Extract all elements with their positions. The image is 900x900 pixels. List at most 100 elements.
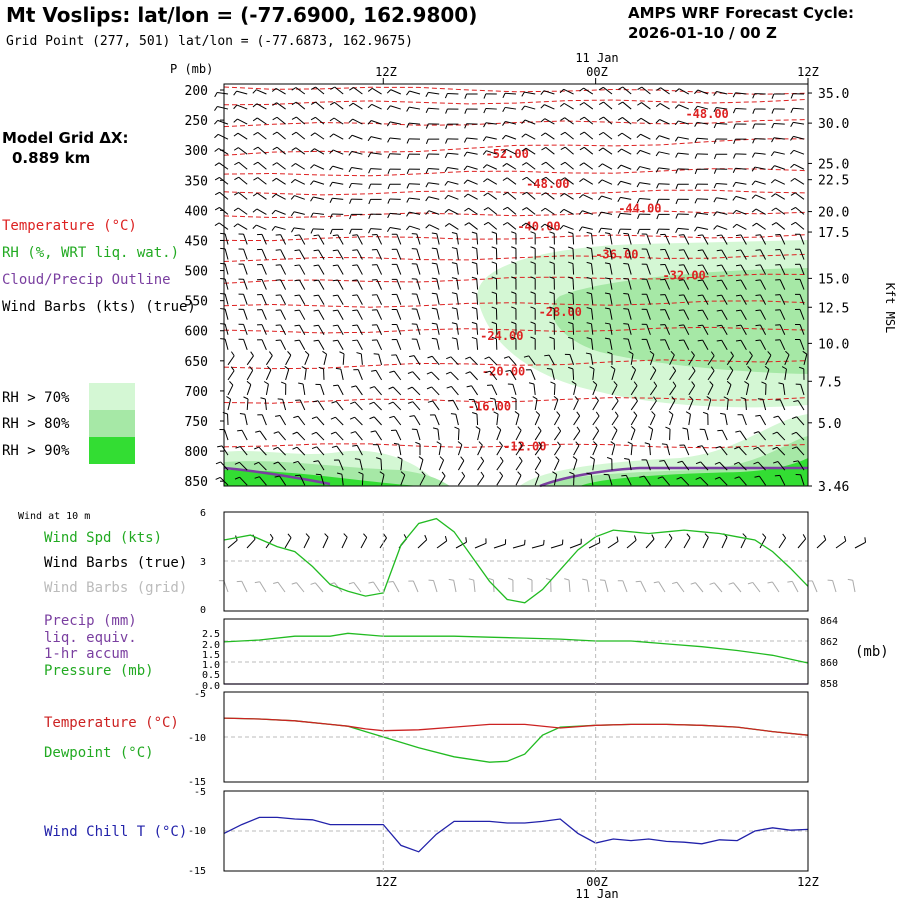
wind-barb	[793, 135, 805, 140]
wind-barb	[669, 400, 676, 411]
wind-barb	[496, 414, 499, 426]
wind-barb-flag	[598, 163, 603, 168]
wind-barb-flag	[697, 279, 703, 282]
wind-barb-10m-grid	[241, 580, 248, 593]
wind-barb-flag	[729, 366, 734, 371]
wind-barb-flag	[790, 177, 796, 182]
wind-barb-flag	[517, 471, 522, 476]
wind-barb-flag	[732, 196, 737, 201]
wind-barb-10m-true-flag	[651, 534, 655, 540]
wind-barb-flag	[431, 232, 437, 235]
wind-barb	[258, 461, 267, 471]
wind-barb	[398, 444, 402, 456]
wind-barb	[701, 445, 709, 456]
wind-barb-flag	[291, 163, 296, 167]
wind-barb	[544, 104, 555, 110]
wind-barb-10m-true	[721, 536, 728, 549]
wind-barb	[721, 309, 728, 320]
wind-barb	[356, 309, 363, 320]
pressure-tick-label: 300	[185, 144, 208, 159]
wind-barb-flag	[522, 191, 528, 196]
wind-barb	[246, 370, 254, 381]
wind-barb	[239, 446, 248, 456]
wind-barb-flag	[555, 456, 560, 461]
wind-barb	[390, 89, 402, 95]
wind-barb	[775, 193, 786, 200]
wind-barb	[280, 324, 287, 335]
wind-barb	[428, 196, 440, 200]
wind-barb	[485, 122, 497, 125]
wind-barb	[276, 116, 286, 125]
wind-barb-flag	[557, 426, 562, 432]
wind-barb-flag	[604, 277, 611, 280]
wind-barb-flag	[772, 446, 778, 450]
wind-barb	[456, 308, 459, 320]
wind-barb-flag	[631, 365, 636, 371]
wind-barb	[740, 324, 747, 335]
wind-barb	[395, 429, 402, 441]
precip-ytick-0-0: 0.0	[202, 681, 220, 692]
wind-barb	[573, 430, 581, 441]
wind-barb-flag	[734, 476, 740, 479]
wind-barb-flag	[482, 136, 487, 142]
wind-barb-flag	[491, 276, 497, 280]
wind-barb-flag	[511, 321, 517, 325]
wind-barb-flag	[431, 337, 437, 340]
wind-barb-10m-true	[664, 537, 673, 549]
wind-barb-10m-grid	[392, 581, 400, 593]
wind-barb	[243, 339, 248, 350]
wind-barb-flag	[330, 416, 336, 420]
wind-barb-flag	[757, 398, 763, 400]
wind-barb-10m-true	[854, 541, 866, 549]
wind-barb	[334, 86, 344, 95]
wind-barb-flag	[559, 102, 565, 107]
wind-barb	[243, 309, 248, 320]
wind-barb	[436, 248, 440, 260]
wind-barb-flag	[313, 309, 319, 312]
wind-barb-10m-grid-flag	[368, 581, 374, 584]
wind-barb	[620, 164, 632, 170]
wind-barb	[468, 207, 478, 215]
wind-barb	[280, 264, 287, 275]
chill-ytick-m15: -15	[188, 866, 206, 877]
wind-barb	[370, 136, 382, 140]
wind-barb-flag	[491, 291, 497, 295]
wind-barb-flag	[310, 86, 316, 90]
wind-barb	[438, 459, 445, 471]
precip-ytick-1-5: 1.5	[202, 650, 220, 661]
wind-barb-flag	[530, 231, 536, 234]
wind-barb	[688, 414, 691, 426]
wind-barb-flag	[624, 458, 630, 460]
wind-barb	[601, 195, 613, 200]
wind-barb-flag	[549, 306, 555, 310]
wind-barb-flag	[332, 279, 338, 282]
wind-barb	[699, 477, 709, 486]
wind-barb-flag	[541, 176, 547, 181]
wind-barb-flag	[791, 446, 797, 450]
wind-barb-flag	[406, 153, 410, 160]
wind-barb	[506, 163, 517, 170]
wind-barb-flag	[713, 138, 717, 144]
wind-barb	[392, 401, 402, 411]
kft-tick-label: 22.5	[818, 174, 849, 189]
wind-barb-10m-grid-flag	[599, 579, 606, 581]
wind-barb	[416, 339, 421, 350]
wind-barb-flag	[770, 151, 775, 157]
wind-barb-flag	[255, 430, 261, 433]
pressure-unit-label: (mb)	[855, 644, 889, 660]
wind-barb	[627, 233, 632, 245]
rh90-swatch	[89, 437, 135, 464]
wind-barb	[285, 354, 292, 366]
wind-barb	[428, 91, 440, 95]
wind-barb-flag	[790, 149, 795, 155]
wind-barb-flag	[483, 192, 489, 197]
wind-barb	[726, 384, 732, 396]
wind-barb-flag	[713, 154, 717, 160]
wind-barb-flag	[313, 460, 319, 463]
wind-barb-flag	[313, 400, 319, 403]
wind-barb	[702, 324, 709, 335]
wind-barb-flag	[253, 146, 259, 151]
wind-barb	[573, 415, 581, 426]
wind-barb-flag	[697, 234, 703, 237]
series-layer	[223, 517, 809, 853]
